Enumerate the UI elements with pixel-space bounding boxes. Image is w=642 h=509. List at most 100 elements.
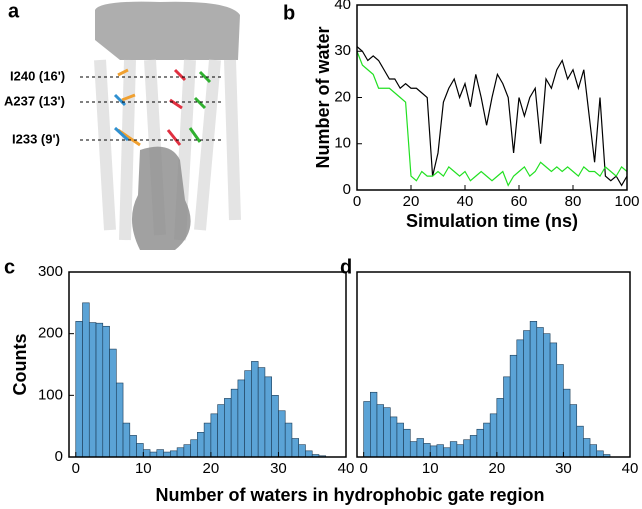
bar xyxy=(257,367,266,458)
y-tick-label: 100 xyxy=(38,386,63,403)
bar xyxy=(596,450,604,458)
bar xyxy=(136,443,144,458)
y-tick-label: 300 xyxy=(38,263,63,280)
bar xyxy=(197,432,205,458)
bar xyxy=(291,438,300,458)
structure-label: I233 (9') xyxy=(12,131,60,146)
bar xyxy=(549,342,558,458)
bar xyxy=(109,348,117,458)
bar xyxy=(589,444,598,458)
bar xyxy=(483,422,491,458)
x-tick-label: 80 xyxy=(565,193,582,210)
bar xyxy=(264,376,272,458)
x-tick-label: 40 xyxy=(457,193,474,210)
bar xyxy=(183,444,191,458)
x-axis-label: Number of waters in hydrophobic gate reg… xyxy=(155,485,544,505)
bar xyxy=(389,416,398,458)
y-tick-label: 200 xyxy=(38,325,63,342)
bar xyxy=(115,382,124,458)
x-tick-label: 20 xyxy=(203,460,220,477)
x-tick-label: 40 xyxy=(622,460,639,477)
bar xyxy=(237,379,245,458)
bar xyxy=(576,425,584,458)
x-axis-label: Simulation time (ns) xyxy=(406,211,578,231)
bar xyxy=(244,370,252,458)
bar xyxy=(271,395,279,458)
bar xyxy=(129,435,137,458)
bar xyxy=(203,422,212,458)
panel-label: b xyxy=(283,2,295,24)
bar xyxy=(156,449,164,458)
bar xyxy=(170,450,178,458)
data-line xyxy=(356,51,628,187)
bar xyxy=(298,444,306,458)
bar xyxy=(122,422,131,458)
panel-label: a xyxy=(8,0,20,22)
bar xyxy=(305,450,313,458)
bar xyxy=(370,391,378,458)
bar xyxy=(403,428,411,458)
x-tick-label: 30 xyxy=(270,460,287,477)
x-tick-label: 0 xyxy=(72,460,80,477)
bar xyxy=(251,361,259,458)
bar xyxy=(543,333,551,458)
bar xyxy=(416,438,424,458)
bar xyxy=(516,339,524,458)
bar xyxy=(82,302,90,458)
bar xyxy=(224,398,232,458)
bar xyxy=(284,422,293,458)
bar xyxy=(376,404,384,458)
bar xyxy=(95,322,104,458)
bar xyxy=(456,444,464,458)
structure-label: A237 (13') xyxy=(4,93,65,108)
bar xyxy=(443,447,451,458)
bar xyxy=(569,404,578,458)
bar xyxy=(210,413,218,458)
x-tick-label: 60 xyxy=(511,193,528,210)
y-axis-label: Counts xyxy=(10,334,30,396)
bar xyxy=(363,401,371,458)
bar xyxy=(383,407,391,458)
plot-frame xyxy=(68,271,347,458)
bar xyxy=(88,322,97,458)
bar xyxy=(102,325,110,458)
x-tick-label: 20 xyxy=(488,460,505,477)
bar xyxy=(449,441,458,458)
x-tick-label: 0 xyxy=(359,460,367,477)
y-tick-label: 0 xyxy=(55,448,63,465)
bar xyxy=(396,422,404,458)
bar xyxy=(176,447,185,458)
panel-label: d xyxy=(340,256,352,278)
structure-label: I240 (16') xyxy=(10,68,65,83)
y-tick-label: 40 xyxy=(334,0,351,13)
bar xyxy=(536,327,544,458)
bar xyxy=(489,413,498,458)
x-tick-label: 100 xyxy=(614,193,639,210)
bar xyxy=(409,441,418,458)
x-tick-label: 20 xyxy=(403,193,420,210)
x-tick-label: 30 xyxy=(555,460,572,477)
bar xyxy=(583,438,591,458)
bar xyxy=(230,388,239,458)
bar xyxy=(503,376,511,458)
panel-label: c xyxy=(4,256,15,278)
bar xyxy=(496,398,504,458)
bar xyxy=(509,354,518,458)
x-tick-label: 0 xyxy=(353,193,361,210)
bar xyxy=(423,443,431,458)
structure-image xyxy=(80,1,241,250)
bar xyxy=(429,445,438,458)
bar xyxy=(529,321,538,458)
data-line xyxy=(356,46,628,187)
bar xyxy=(190,439,198,458)
bar xyxy=(523,330,531,458)
bar xyxy=(476,428,484,458)
bar xyxy=(75,321,83,458)
bar xyxy=(143,449,151,458)
y-tick-label: 20 xyxy=(334,88,351,105)
y-tick-label: 30 xyxy=(334,42,351,59)
x-tick-label: 40 xyxy=(338,460,355,477)
bar xyxy=(556,364,564,458)
bar xyxy=(436,444,444,458)
